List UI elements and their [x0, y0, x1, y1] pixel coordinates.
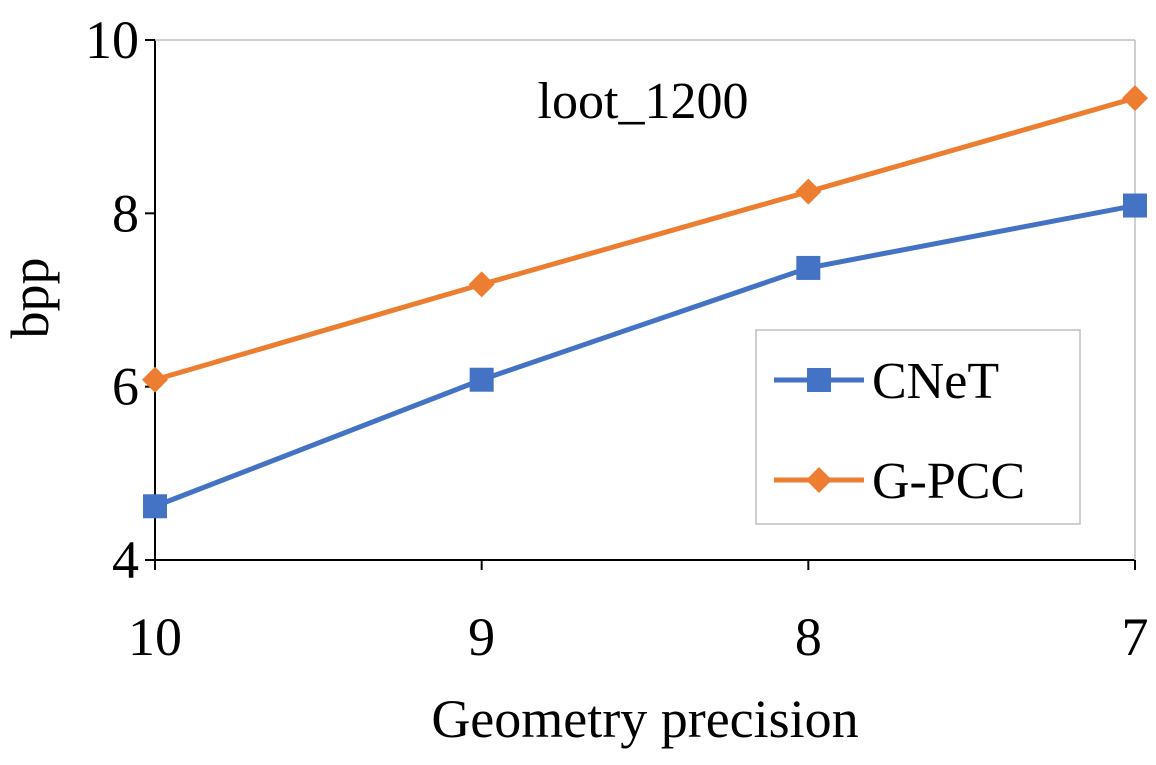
data-point-cnet-9 — [469, 367, 494, 392]
axes: 4 6 8 10 10 9 8 7 — [85, 10, 1149, 667]
y-tick-label-4: 4 — [112, 530, 139, 590]
legend-label-g-pcc: G-PCC — [872, 453, 1025, 510]
x-axis-title: Geometry precision — [431, 689, 858, 749]
x-tick-label-9: 9 — [468, 607, 495, 667]
y-axis-title: bpp — [0, 258, 60, 339]
data-point-cnet-8 — [796, 255, 821, 280]
data-point-g-pcc-10 — [142, 366, 168, 393]
x-tick-label-10: 10 — [128, 607, 182, 667]
y-tick-label-8: 8 — [112, 183, 139, 243]
series-cnet — [143, 193, 1147, 519]
x-tick-label-7: 7 — [1122, 607, 1149, 667]
legend-marker-g-pcc — [806, 467, 832, 493]
series-line-cnet — [154, 203, 1136, 509]
legend-item-g-pcc: G-PCC — [774, 453, 1025, 510]
x-tick-label-8: 8 — [795, 607, 822, 667]
legend: CNeT G-PCC — [755, 329, 1081, 525]
legend-label-cnet: CNeT — [872, 353, 999, 410]
legend-marker-cnet — [807, 368, 831, 392]
data-point-g-pcc-8 — [795, 178, 822, 205]
legend-item-cnet: CNeT — [774, 353, 999, 410]
y-tick-label-10: 10 — [85, 10, 139, 70]
data-point-g-pcc-7 — [1122, 85, 1148, 112]
legend-box — [755, 329, 1081, 525]
series-line-g-pcc — [154, 95, 1136, 383]
chart-title: loot_1200 — [538, 73, 749, 130]
y-tick-label-6: 6 — [112, 357, 139, 417]
series-layer — [142, 85, 1148, 519]
data-point-cnet-7 — [1123, 193, 1147, 218]
data-point-cnet-10 — [143, 494, 167, 519]
series-g-pcc — [142, 85, 1148, 393]
data-point-g-pcc-9 — [468, 271, 495, 298]
